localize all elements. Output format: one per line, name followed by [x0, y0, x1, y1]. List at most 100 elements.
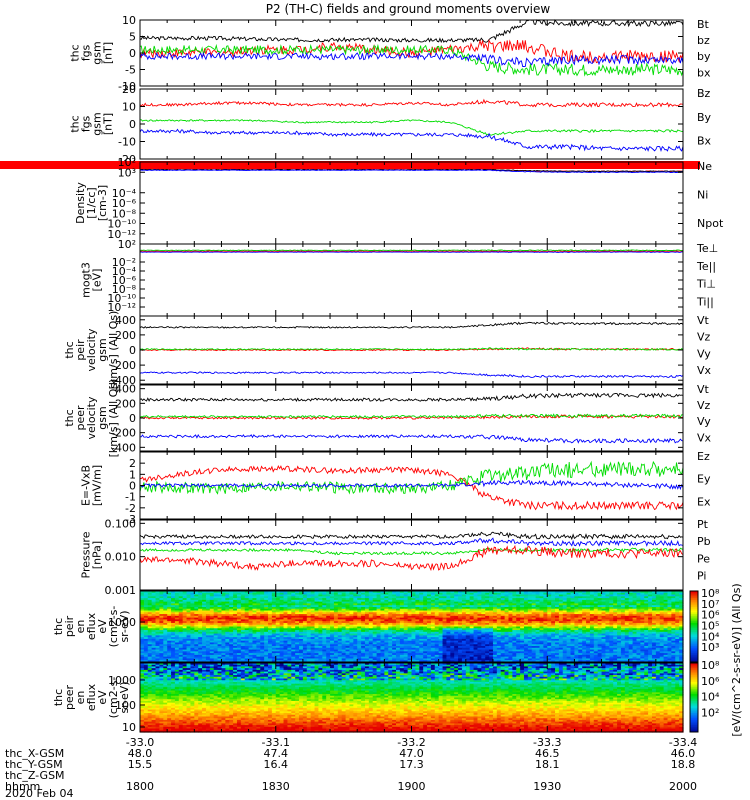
heatmap-cell	[535, 624, 541, 628]
ytick-label: 10⁻⁸	[112, 283, 137, 296]
heatmap-cell	[508, 630, 513, 633]
heatmap-cell	[566, 638, 572, 642]
heatmap-cell	[159, 626, 164, 629]
heatmap-cell	[423, 622, 428, 626]
heatmap-cell	[446, 591, 451, 594]
heatmap-cell	[326, 591, 331, 594]
heatmap-cell	[345, 640, 351, 644]
heatmap-cell	[485, 606, 490, 610]
legend-label-Ti⊥: Ti⊥	[696, 278, 716, 291]
heatmap-cell	[605, 631, 610, 635]
heatmap-cell	[295, 619, 300, 622]
heatmap-cell	[558, 606, 564, 610]
heatmap-cell	[287, 624, 292, 628]
heatmap-cell	[376, 614, 382, 617]
heatmap-cell	[225, 608, 230, 612]
heatmap-cell	[477, 624, 482, 628]
heatmap-cell	[233, 608, 238, 612]
heatmap-cell	[473, 631, 479, 635]
heatmap-cell	[636, 631, 641, 635]
heatmap-cell	[485, 596, 490, 599]
heatmap-cell	[605, 619, 610, 622]
heatmap-cell	[679, 626, 684, 629]
heatmap-cell	[547, 621, 552, 624]
heatmap-cell	[314, 624, 320, 628]
heatmap-cell	[574, 628, 579, 631]
heatmap-cell	[171, 638, 176, 642]
heatmap-cell	[605, 630, 610, 633]
heatmap-cell	[395, 619, 401, 622]
heatmap-cell	[182, 594, 188, 597]
heatmap-cell	[256, 617, 261, 621]
heatmap-cell	[659, 614, 665, 617]
heatmap-cell	[485, 608, 490, 612]
heatmap-cell	[477, 591, 482, 594]
heatmap-cell	[679, 608, 684, 612]
heatmap-cell	[496, 642, 502, 645]
heatmap-cell	[217, 603, 223, 606]
heatmap-cell	[485, 610, 490, 613]
heatmap-cell	[617, 601, 622, 605]
heatmap-cell	[628, 617, 634, 621]
heatmap-cell	[597, 606, 603, 610]
heatmap-cell	[190, 642, 195, 645]
heatmap-cell	[151, 630, 157, 633]
heatmap-cell	[415, 596, 420, 599]
y-axis-label-line: [nT]	[102, 42, 115, 64]
heatmap-cell	[171, 599, 176, 603]
heatmap-cell	[143, 631, 149, 635]
heatmap-cell	[283, 598, 288, 601]
heatmap-cell	[395, 598, 401, 601]
heatmap-cell	[186, 642, 192, 645]
heatmap-cell	[446, 612, 451, 615]
heatmap-cell	[275, 640, 281, 644]
heatmap-cell	[469, 601, 475, 605]
heatmap-cell	[171, 624, 176, 628]
heatmap-cell	[628, 605, 634, 608]
heatmap-cell	[624, 626, 630, 629]
heatmap-cell	[617, 633, 622, 636]
heatmap-cell	[601, 630, 607, 633]
heatmap-cell	[287, 633, 292, 636]
heatmap-cell	[423, 610, 428, 613]
heatmap-cell	[182, 631, 188, 635]
heatmap-cell	[477, 630, 482, 633]
heatmap-cell	[267, 644, 273, 647]
heatmap-cell	[240, 608, 246, 612]
heatmap-cell	[167, 622, 172, 626]
heatmap-cell	[523, 635, 529, 638]
heatmap-cell	[333, 610, 339, 613]
heatmap-cell	[632, 591, 638, 594]
heatmap-cell	[442, 603, 448, 606]
heatmap-cell	[147, 615, 153, 619]
heatmap-cell	[403, 644, 409, 647]
heatmap-cell	[465, 596, 471, 599]
panel-p6: 4002000-200-400VtVzVyVxthcpeervelocitygs…	[63, 379, 712, 458]
heatmap-cell	[295, 644, 300, 647]
heatmap-cell	[434, 598, 440, 601]
heatmap-cell	[570, 630, 575, 633]
heatmap-cell	[547, 612, 552, 615]
heatmap-cell	[147, 621, 153, 624]
heatmap-cell	[314, 633, 320, 636]
heatmap-cell	[333, 631, 339, 635]
heatmap-cell	[597, 615, 603, 619]
heatmap-cell	[489, 594, 494, 597]
heatmap-cell	[283, 612, 288, 615]
heatmap-cell	[240, 606, 246, 610]
heatmap-cell	[527, 596, 533, 599]
heatmap-cell	[679, 619, 684, 622]
heatmap-cell	[392, 635, 397, 638]
heatmap-cell	[523, 630, 529, 633]
heatmap-cell	[500, 630, 506, 633]
heatmap-cell	[372, 612, 378, 615]
heatmap-cell	[438, 606, 444, 610]
heatmap-cell	[671, 606, 676, 610]
heatmap-cell	[450, 631, 455, 635]
heatmap-cell	[543, 592, 548, 596]
heatmap-cell	[651, 610, 657, 613]
heatmap-cell	[586, 599, 591, 603]
heatmap-cell	[419, 608, 424, 612]
heatmap-cell	[655, 592, 661, 596]
heatmap-cell	[500, 608, 506, 612]
